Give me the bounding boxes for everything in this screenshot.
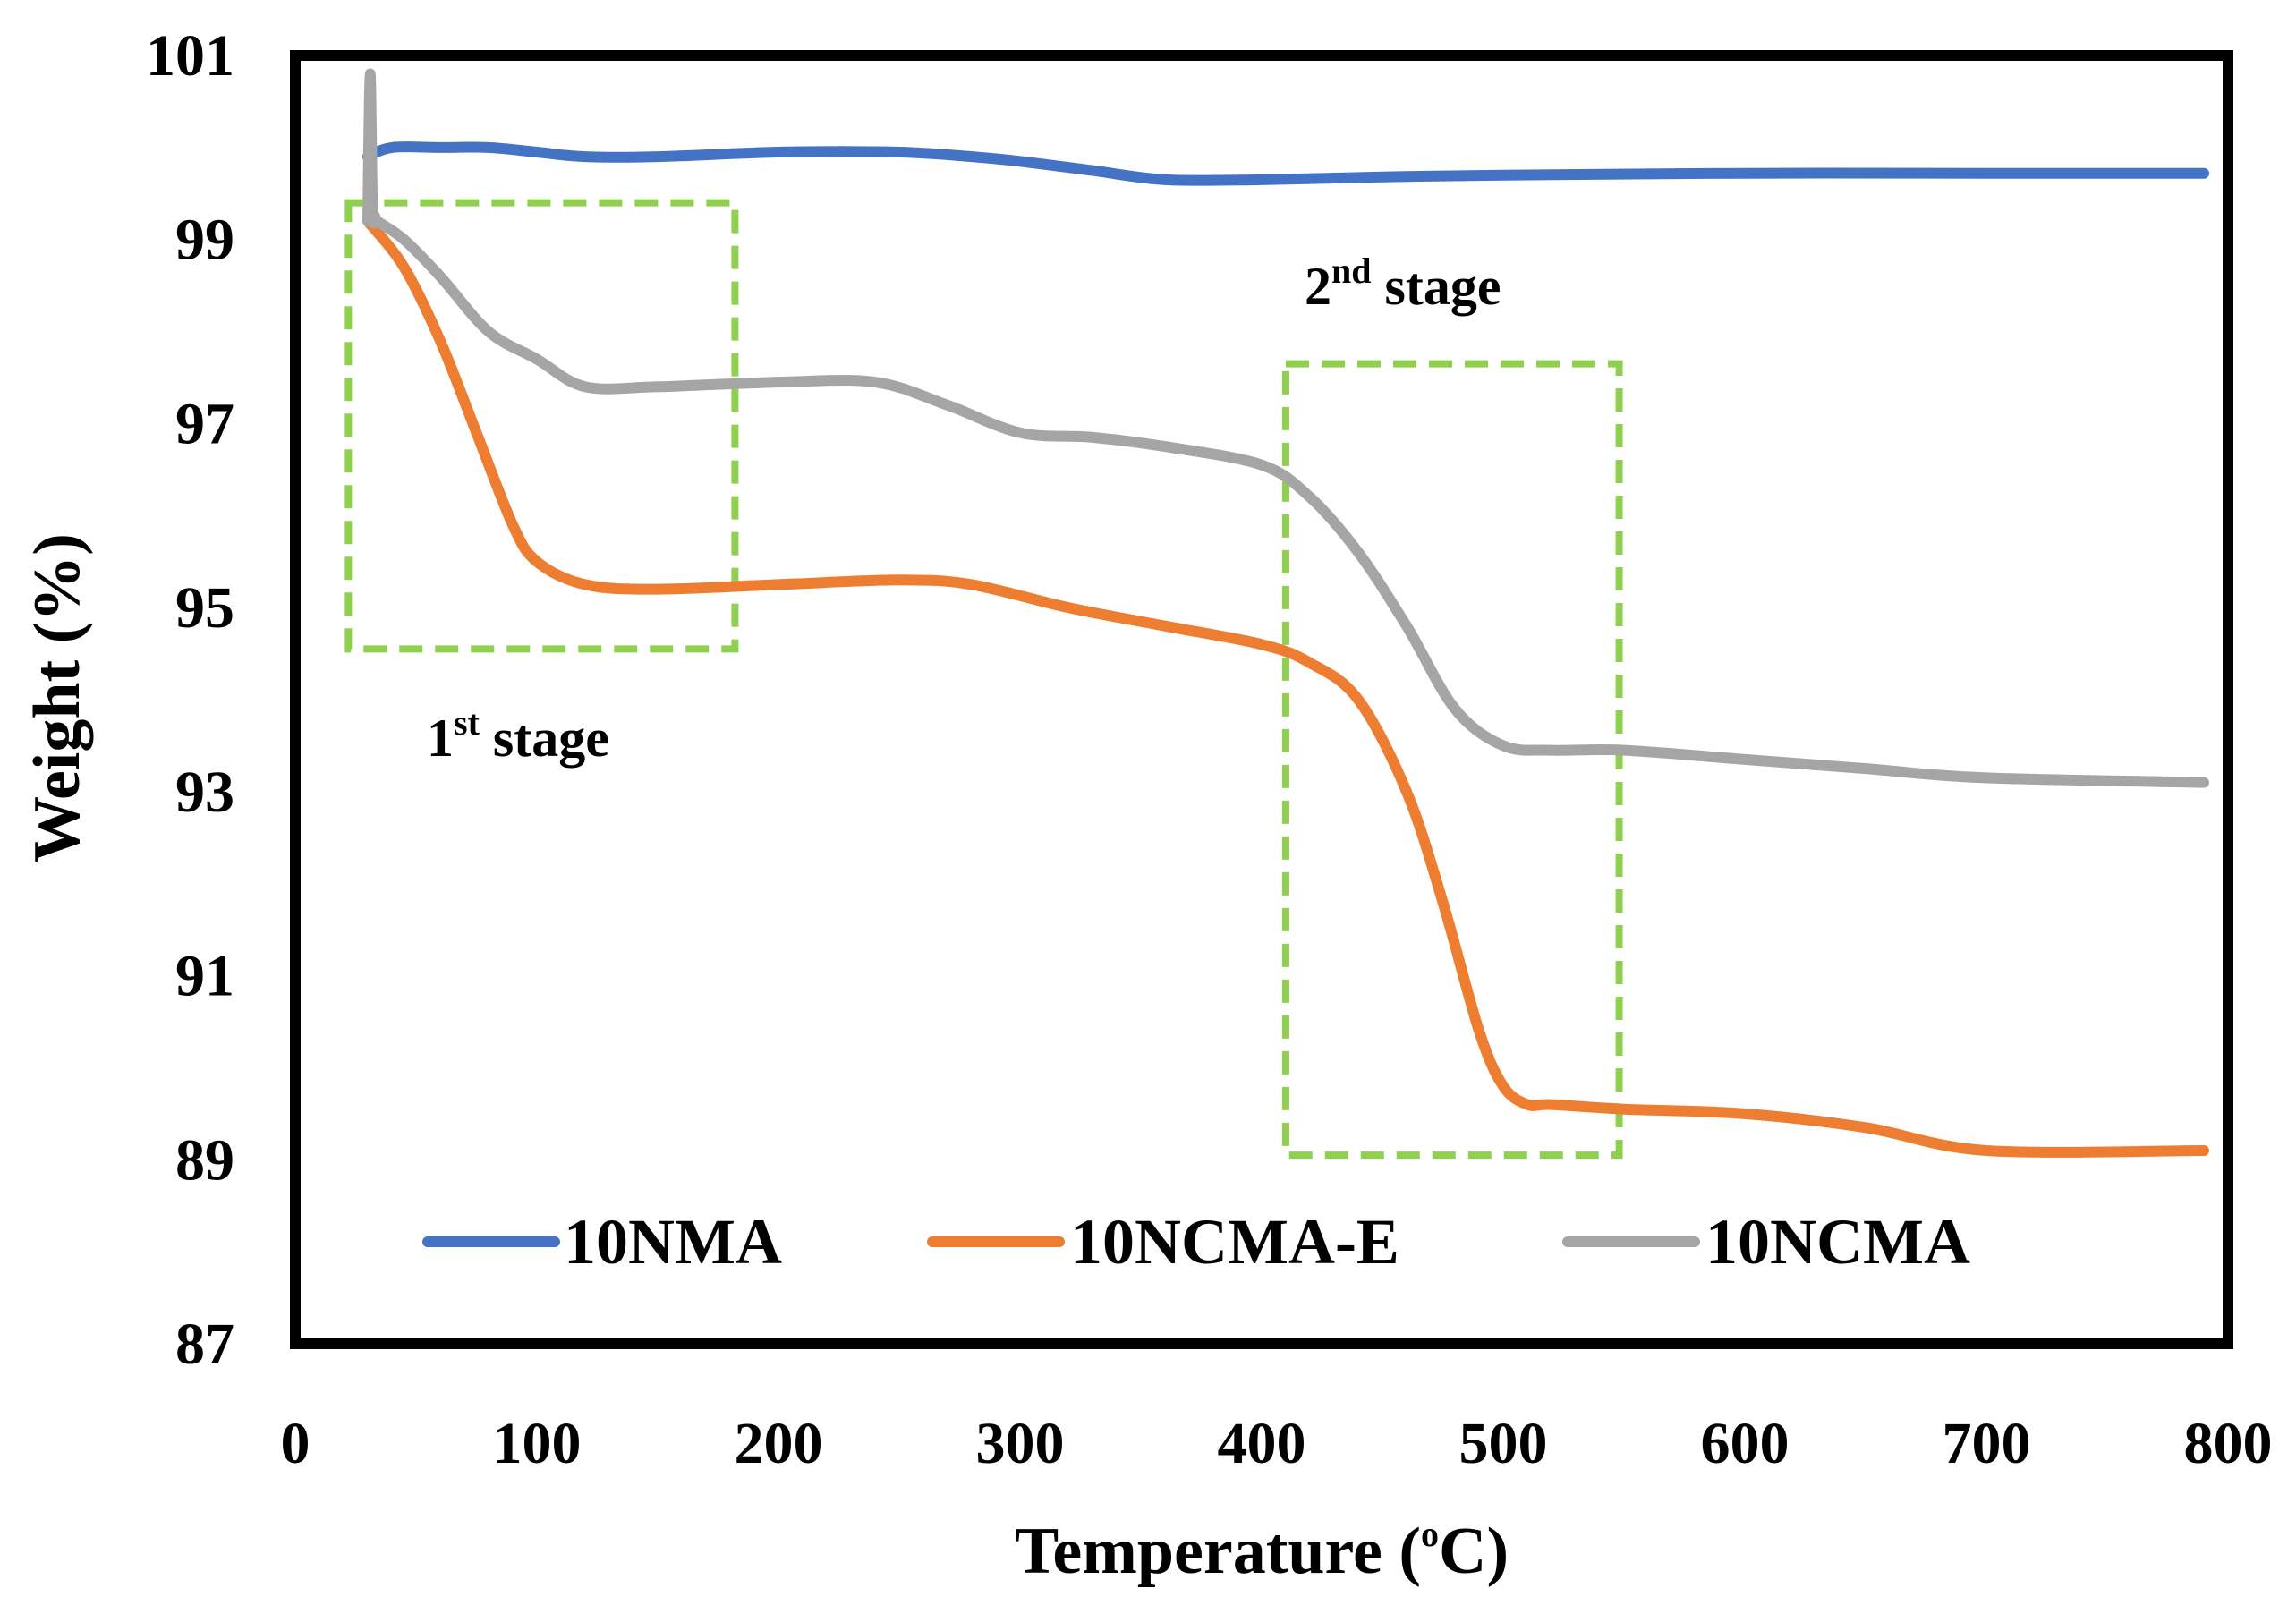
- x-tick-label: 600: [1701, 1411, 1790, 1476]
- y-axis-title: Weight (%): [21, 533, 94, 862]
- x-tick-label: 100: [493, 1411, 582, 1476]
- x-tick-label: 500: [1459, 1411, 1548, 1476]
- y-tick-label: 87: [175, 1312, 234, 1377]
- y-tick-label: 99: [175, 208, 234, 273]
- series-line-10ncma-e: [362, 216, 2209, 1158]
- legend: 10NMA 10NCMA-E 10NCMA: [422, 1206, 1970, 1278]
- second-stage-label: 2nd stage: [1305, 251, 1501, 316]
- y-tick-label: 89: [175, 1127, 234, 1193]
- x-tick-label: 700: [1943, 1411, 2031, 1476]
- legend-label-10ncma: 10NCMA: [1705, 1206, 1970, 1278]
- x-axis-title: Temperature (oC): [1015, 1514, 1509, 1588]
- x-tick-label: 800: [2184, 1411, 2273, 1476]
- legend-label-10nma: 10NMA: [564, 1206, 782, 1278]
- series-line-10nma: [362, 141, 2209, 186]
- y-tick-label: 93: [175, 760, 234, 825]
- second-stage-box: [1282, 360, 1623, 1160]
- y-tick-label: 101: [146, 23, 234, 89]
- x-axis-unit-sup: o: [1421, 1514, 1439, 1554]
- x-tick-label: 300: [976, 1411, 1065, 1476]
- plot-frame: [290, 50, 2233, 1349]
- legend-label-10ncma-e: 10NCMA-E: [1070, 1206, 1399, 1278]
- y-tick-label: 97: [175, 391, 234, 456]
- first-stage-label: 1st stage: [427, 702, 609, 768]
- series-line-10ncma: [362, 68, 2209, 788]
- x-tick-label: 400: [1218, 1411, 1306, 1476]
- x-tick-label: 0: [281, 1411, 310, 1476]
- first-stage-box: [344, 199, 739, 653]
- y-tick-label: 91: [175, 944, 234, 1009]
- x-tick-label: 200: [735, 1411, 823, 1476]
- y-tick-label: 95: [175, 575, 234, 641]
- x-axis-unit: C): [1439, 1515, 1509, 1588]
